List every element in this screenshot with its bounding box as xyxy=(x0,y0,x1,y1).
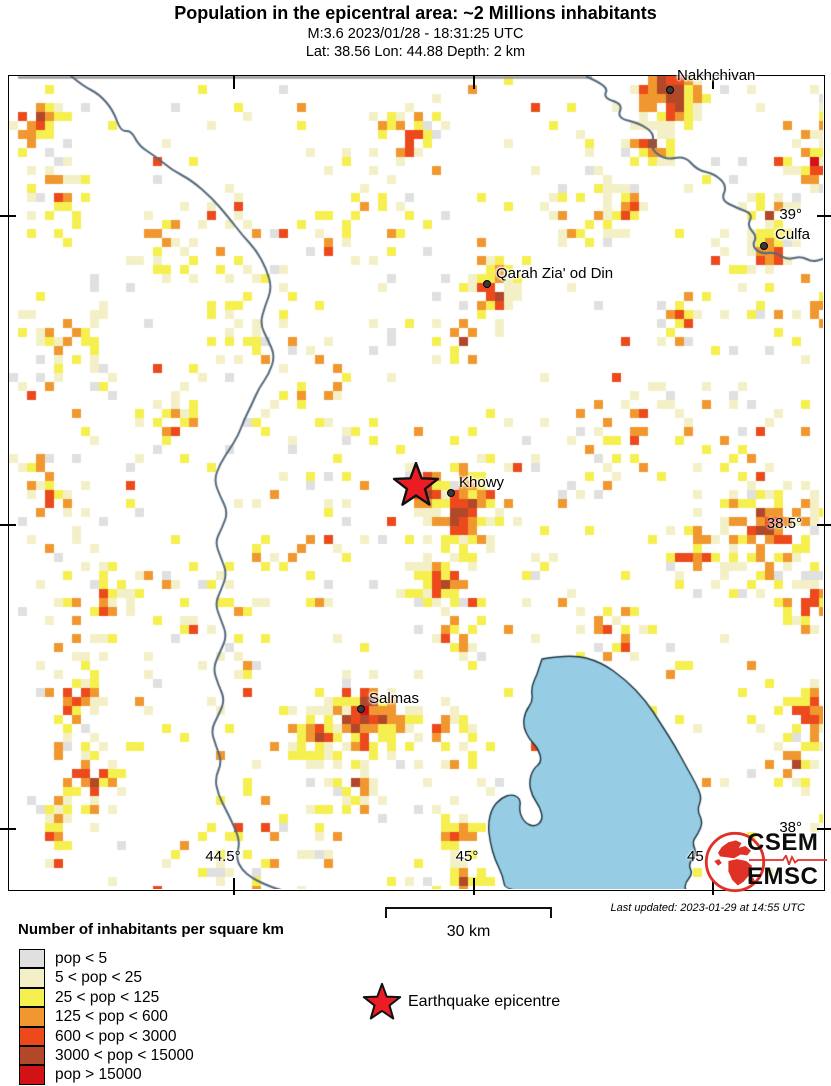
legend-swatch xyxy=(19,1007,45,1027)
city-label-khowy: Khowy xyxy=(459,474,505,491)
city-dot-nakhchivan xyxy=(666,86,674,94)
city-dot-salmas xyxy=(357,705,365,713)
city-dot-qarah-zia-od-din xyxy=(483,280,491,288)
legend-title: Number of inhabitants per square km xyxy=(18,921,284,938)
scale-bar-label: 30 km xyxy=(446,923,491,940)
latitude-label: 38.5° xyxy=(766,515,802,532)
page-title: Population in the epicentral area: ~2 Mi… xyxy=(174,3,657,23)
longitude-tick xyxy=(712,878,714,895)
scale-bar xyxy=(385,907,552,918)
city-label-salmas: Salmas xyxy=(369,690,420,707)
last-updated: Last updated: 2023-01-29 at 14:55 UTC xyxy=(610,902,805,914)
epicentre-legend-label: Earthquake epicentre xyxy=(408,993,561,1010)
city-dot-culfa xyxy=(760,242,768,250)
emsc-globe-icon xyxy=(704,831,766,893)
legend-row: pop < 5 xyxy=(19,949,194,969)
city-dot-khowy xyxy=(447,489,455,497)
legend-label: 5 < pop < 25 xyxy=(55,969,143,987)
legend-row: 3000 < pop < 15000 xyxy=(19,1045,194,1066)
legend-row: 125 < pop < 600 xyxy=(19,1007,194,1027)
legend-swatch xyxy=(19,987,45,1008)
epicenter-star-icon xyxy=(392,462,440,506)
city-label-nakhchivan: Nakhchivan xyxy=(677,67,756,84)
latitude-label: 39° xyxy=(779,206,802,223)
legend-label: pop > 15000 xyxy=(55,1066,142,1084)
legend-swatch xyxy=(19,968,45,988)
legend-row: 25 < pop < 125 xyxy=(19,987,194,1008)
header: Population in the epicentral area: ~2 Mi… xyxy=(0,2,831,61)
legend-label: 25 < pop < 125 xyxy=(55,988,160,1006)
latitude-tick xyxy=(0,215,16,217)
event-coordinates: Lat: 38.56 Lon: 44.88 Depth: 2 km xyxy=(305,43,526,60)
latitude-tick xyxy=(817,828,831,830)
latitude-tick xyxy=(0,524,16,526)
legend-row: pop > 15000 xyxy=(19,1065,194,1085)
latitude-tick xyxy=(0,828,16,830)
event-magnitude-time: M:3.6 2023/01/28 - 18:31:25 UTC xyxy=(307,25,524,42)
city-label-culfa: Culfa xyxy=(775,226,811,243)
map-frame: CSEM EMSC Nakhchivan Culfa Qarah Zia' od D… xyxy=(0,67,831,895)
longitude-label: 45° xyxy=(455,848,479,865)
epicentre-legend-star-icon xyxy=(362,983,402,1020)
longitude-tick xyxy=(233,76,235,89)
seismogram-icon xyxy=(749,855,827,865)
logo-text: CSEM EMSC xyxy=(747,829,827,890)
logo-emsc: EMSC xyxy=(747,863,819,890)
latitude-label: 38° xyxy=(779,819,802,836)
legend-row: 5 < pop < 25 xyxy=(19,968,194,988)
legend-label: pop < 5 xyxy=(55,950,108,967)
legend-label: 3000 < pop < 15000 xyxy=(55,1046,194,1064)
longitude-tick xyxy=(473,76,475,89)
csem-emsc-logo: CSEM EMSC xyxy=(703,830,831,896)
legend-swatch xyxy=(19,1065,45,1085)
longitude-label: 44.5° xyxy=(205,848,241,865)
latitude-tick xyxy=(817,524,831,526)
legend-swatch xyxy=(19,1026,45,1046)
legend-label: 125 < pop < 600 xyxy=(55,1008,168,1026)
legend-swatch xyxy=(19,1045,45,1066)
city-label-qarah-zia-od-din: Qarah Zia' od Din xyxy=(496,265,614,282)
legend-row: 600 < pop < 3000 xyxy=(19,1026,194,1046)
logo-csem: CSEM xyxy=(747,829,819,856)
legend-label: 600 < pop < 3000 xyxy=(55,1027,177,1045)
legend: pop < 5 5 < pop < 25 25 < pop < 125 125 < p… xyxy=(19,949,194,1085)
longitude-tick xyxy=(473,878,475,895)
latitude-tick xyxy=(817,215,831,217)
longitude-tick xyxy=(712,76,714,89)
legend-swatch xyxy=(19,949,45,969)
longitude-tick xyxy=(233,878,235,895)
